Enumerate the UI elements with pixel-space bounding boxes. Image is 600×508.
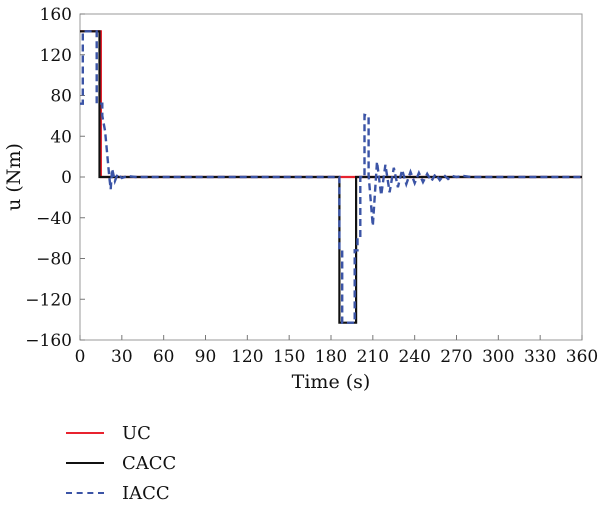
x-axis-label: Time (s): [292, 371, 371, 393]
x-tick-label: 60: [153, 347, 175, 367]
series-line-iacc-line: [80, 30, 582, 324]
legend-label-cacc: CACC: [122, 452, 177, 474]
x-tick-label: 300: [482, 347, 514, 367]
y-tick-label: −160: [25, 331, 72, 351]
chart: 0 30 60 90 120 150 180 210 240 270 300 330 360 160 120…: [3, 5, 598, 393]
x-tick-label: 90: [195, 347, 217, 367]
x-tick-label: 0: [75, 347, 86, 367]
x-tick-label: 270: [440, 347, 472, 367]
legend-item-iacc: IACC: [66, 478, 176, 508]
y-tick-label: −40: [36, 209, 72, 229]
x-tick-label: 210: [357, 347, 389, 367]
x-tick-label: 180: [315, 347, 347, 367]
legend-item-cacc: CACC: [66, 448, 176, 478]
y-tick-label: 40: [50, 127, 72, 147]
legend-swatch-cacc: [66, 462, 104, 464]
y-axis-label: u (Nm): [3, 143, 25, 211]
legend-swatch-iacc: [66, 492, 104, 494]
y-tick-label: 120: [40, 46, 72, 66]
x-tick-label: 150: [273, 347, 305, 367]
legend-swatch-uc: [66, 432, 104, 434]
series-line-uc-line: [80, 30, 582, 179]
x-tick-label: 120: [231, 347, 263, 367]
x-tick-label: 330: [524, 347, 556, 367]
x-tick-label: 360: [566, 347, 598, 367]
y-tick-label: −80: [36, 250, 72, 270]
series-line-cacc-line: [80, 30, 582, 324]
legend-label-iacc: IACC: [122, 482, 170, 504]
y-tick-label: 80: [50, 87, 72, 107]
y-tick-label: 160: [40, 5, 72, 25]
x-tick-label: 30: [111, 347, 133, 367]
legend: UC CACC IACC: [66, 418, 176, 508]
legend-label-uc: UC: [122, 422, 151, 444]
y-tick-label: 0: [61, 168, 72, 188]
x-tick-label: 240: [398, 347, 430, 367]
legend-item-uc: UC: [66, 418, 176, 448]
y-tick-label: −120: [25, 290, 72, 310]
